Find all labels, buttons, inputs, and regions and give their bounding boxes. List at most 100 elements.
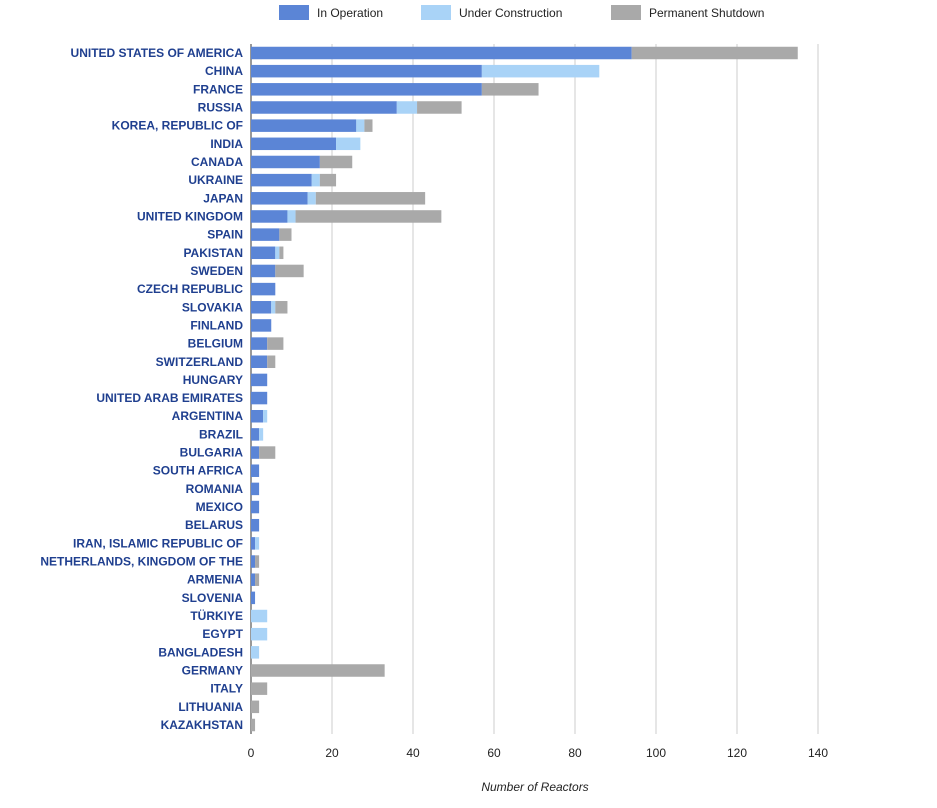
bar-segment[interactable] — [251, 173, 312, 187]
bar-segment[interactable] — [251, 119, 357, 132]
x-tick-label: 20 — [325, 746, 339, 760]
category-label: FRANCE — [193, 82, 243, 96]
legend-item-permanent-shutdown[interactable]: Permanent Shutdown — [611, 5, 764, 20]
category-label: KOREA, REPUBLIC OF — [112, 119, 243, 133]
bar-segment[interactable] — [251, 64, 482, 78]
bar-segment[interactable] — [255, 573, 260, 586]
category-label: ARGENTINA — [172, 409, 244, 423]
x-tick-label: 120 — [727, 746, 747, 760]
bar-segment[interactable] — [275, 246, 280, 260]
bar-segment[interactable] — [251, 446, 260, 459]
bar-segment[interactable] — [263, 409, 268, 423]
bar-segment[interactable] — [251, 137, 337, 151]
x-tick-label: 60 — [487, 746, 501, 760]
bar-segment[interactable] — [251, 428, 260, 441]
bar-segment[interactable] — [315, 192, 426, 205]
bar-segment[interactable] — [251, 373, 268, 387]
bar-segment[interactable] — [251, 391, 268, 405]
bar-segment[interactable] — [251, 646, 260, 659]
bar-segment[interactable] — [481, 64, 600, 78]
bar-segment[interactable] — [251, 609, 268, 623]
bar-segment[interactable] — [259, 428, 264, 441]
bar-segment[interactable] — [279, 246, 284, 260]
bar-segment[interactable] — [251, 210, 288, 223]
bar-segment[interactable] — [251, 282, 276, 296]
bar-segment[interactable] — [311, 173, 320, 187]
bar-segment[interactable] — [396, 101, 418, 114]
bar-segment[interactable] — [251, 46, 632, 60]
legend-label-under-construction: Under Construction — [459, 5, 563, 20]
bar-segment[interactable] — [251, 155, 320, 169]
bar-segment[interactable] — [251, 355, 268, 369]
bar-segment[interactable] — [417, 101, 462, 114]
category-label: SWITZERLAND — [156, 355, 244, 369]
category-label: BULGARIA — [180, 446, 244, 460]
bar-segment[interactable] — [336, 137, 361, 151]
bar-segment[interactable] — [251, 482, 260, 496]
category-label: SLOVENIA — [182, 591, 244, 605]
x-axis-title: Number of Reactors — [481, 780, 588, 794]
legend-label-permanent-shutdown: Permanent Shutdown — [649, 5, 765, 20]
bar-segment[interactable] — [364, 119, 373, 132]
bar-segment[interactable] — [251, 591, 256, 605]
bar-segment[interactable] — [319, 155, 353, 169]
bar-segment[interactable] — [251, 464, 260, 477]
bar-segment[interactable] — [287, 210, 296, 223]
bar-segment[interactable] — [251, 101, 397, 114]
bar-segment[interactable] — [275, 301, 288, 314]
bar-segment[interactable] — [251, 664, 385, 677]
legend-swatch-under-construction — [421, 5, 451, 20]
bar-segment[interactable] — [251, 409, 264, 423]
category-label: RUSSIA — [198, 100, 244, 114]
bar-segment[interactable] — [356, 119, 365, 132]
bar-segment[interactable] — [251, 718, 256, 732]
category-label: JAPAN — [203, 191, 243, 205]
bar-segment[interactable] — [275, 264, 304, 278]
category-label: SLOVAKIA — [182, 300, 243, 314]
legend-item-in-operation[interactable]: In Operation — [279, 5, 383, 20]
bar-segment[interactable] — [251, 337, 268, 350]
bar-segment[interactable] — [251, 555, 256, 568]
bar-segment[interactable] — [251, 627, 268, 641]
bar-segment[interactable] — [251, 301, 272, 314]
bar-segment[interactable] — [251, 682, 268, 695]
x-tick-label: 80 — [568, 746, 582, 760]
legend-label-in-operation: In Operation — [317, 5, 384, 20]
category-label: BELGIUM — [188, 337, 243, 351]
bar-segment[interactable] — [481, 83, 539, 96]
bar-segment[interactable] — [251, 573, 256, 586]
category-label: INDIA — [210, 137, 243, 151]
bar-segment[interactable] — [295, 210, 442, 223]
tick-labels: 0 20 40 60 80 100 120 140 — [248, 746, 829, 760]
bar-segment[interactable] — [267, 355, 276, 369]
bar-segment[interactable] — [307, 192, 316, 205]
bar-segment[interactable] — [251, 83, 482, 96]
bar-segment[interactable] — [251, 319, 272, 332]
bar-segment[interactable] — [251, 264, 276, 278]
x-tick-label: 100 — [646, 746, 666, 760]
bar-segment[interactable] — [267, 337, 284, 350]
bar-segment[interactable] — [319, 173, 337, 187]
category-label: SPAIN — [207, 228, 243, 242]
category-label: HUNGARY — [183, 373, 243, 387]
bar-segment[interactable] — [251, 228, 280, 241]
bar-segment[interactable] — [255, 555, 260, 568]
category-label: BELARUS — [185, 518, 243, 532]
bar-segment[interactable] — [251, 537, 256, 550]
bar-segment[interactable] — [279, 228, 292, 241]
bar-segment[interactable] — [631, 46, 798, 60]
bar-segment[interactable] — [251, 518, 260, 532]
category-label: SOUTH AFRICA — [153, 464, 244, 478]
legend-item-under-construction[interactable]: Under Construction — [421, 5, 562, 20]
bar-segment[interactable] — [255, 537, 260, 550]
bar-segment[interactable] — [259, 446, 276, 459]
category-label: BRAZIL — [199, 427, 243, 441]
bar-segment[interactable] — [271, 301, 276, 314]
bar-segment[interactable] — [251, 500, 260, 514]
bar-segment[interactable] — [251, 192, 308, 205]
bar-segment[interactable] — [251, 700, 260, 714]
category-label: ROMANIA — [186, 482, 244, 496]
bars — [251, 46, 798, 732]
bar-segment[interactable] — [251, 246, 276, 260]
